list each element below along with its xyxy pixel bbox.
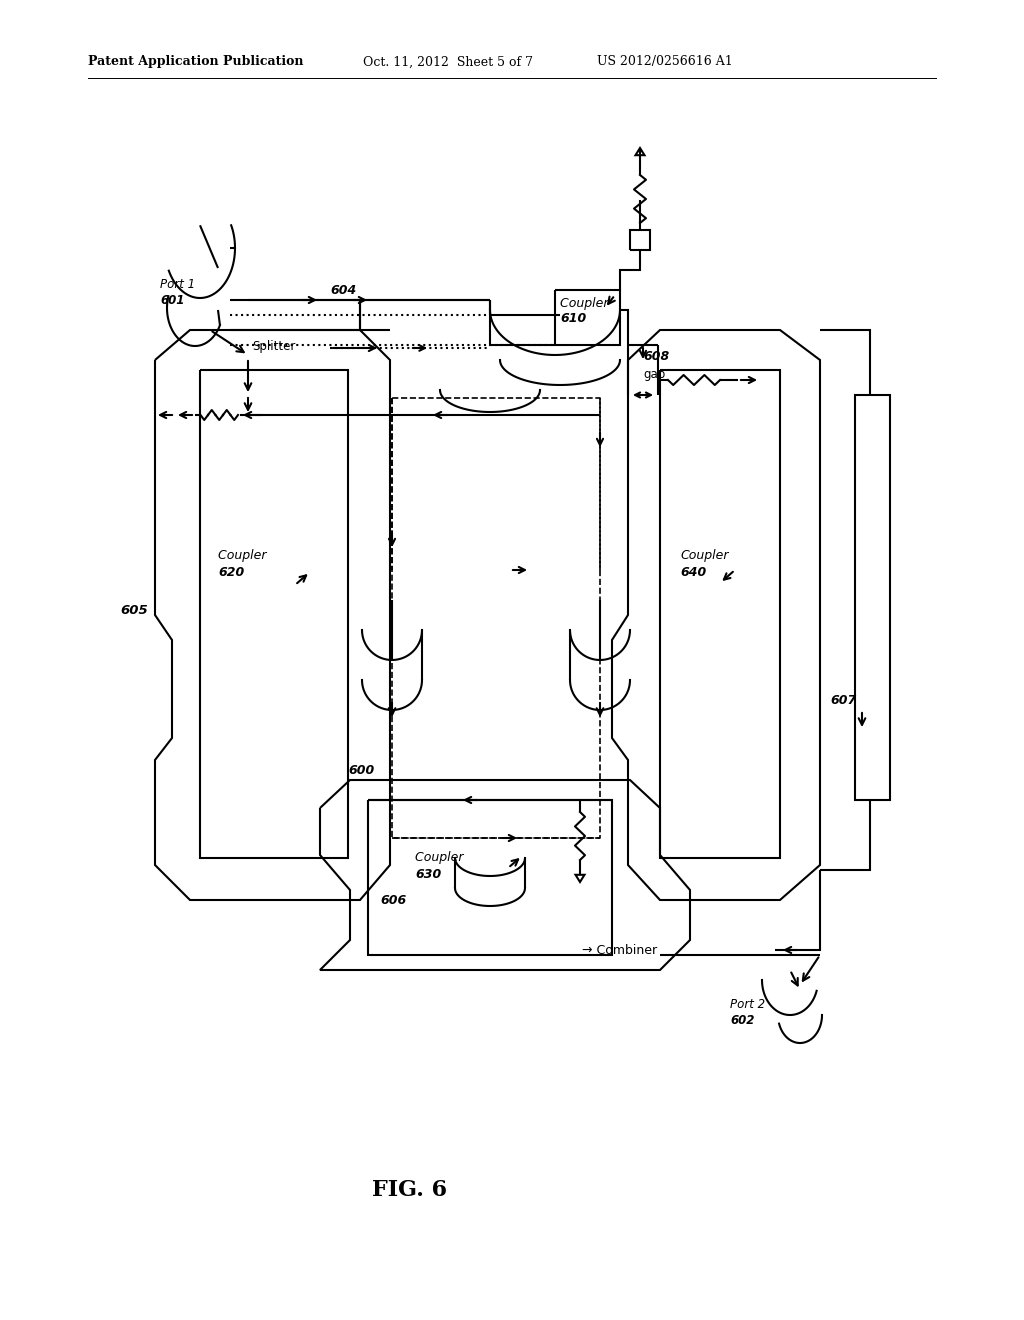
Text: 630: 630 (415, 869, 441, 882)
Text: 610: 610 (560, 312, 587, 325)
Text: 604: 604 (330, 284, 356, 297)
Text: Coupler: Coupler (680, 549, 728, 561)
Text: Port 1: Port 1 (160, 279, 196, 292)
Text: 600: 600 (349, 763, 375, 776)
Text: gap: gap (643, 368, 666, 381)
Text: 640: 640 (680, 565, 707, 578)
Text: Patent Application Publication: Patent Application Publication (88, 55, 303, 69)
Text: 605: 605 (120, 603, 148, 616)
Text: 607: 607 (830, 693, 856, 706)
Text: US 2012/0256616 A1: US 2012/0256616 A1 (597, 55, 733, 69)
Text: Coupler: Coupler (415, 851, 468, 865)
Text: 606: 606 (380, 894, 407, 907)
Text: FIG. 6: FIG. 6 (373, 1179, 447, 1201)
Text: Coupler: Coupler (218, 549, 270, 561)
Text: Coupler: Coupler (560, 297, 612, 309)
Text: 602: 602 (730, 1014, 755, 1027)
Text: 601: 601 (160, 293, 184, 306)
Text: 620: 620 (218, 565, 245, 578)
Text: Port 2: Port 2 (730, 998, 765, 1011)
Text: → Combiner: → Combiner (582, 944, 657, 957)
Text: Oct. 11, 2012  Sheet 5 of 7: Oct. 11, 2012 Sheet 5 of 7 (362, 55, 534, 69)
Text: 608: 608 (643, 350, 670, 363)
Text: Splitter: Splitter (252, 341, 295, 352)
